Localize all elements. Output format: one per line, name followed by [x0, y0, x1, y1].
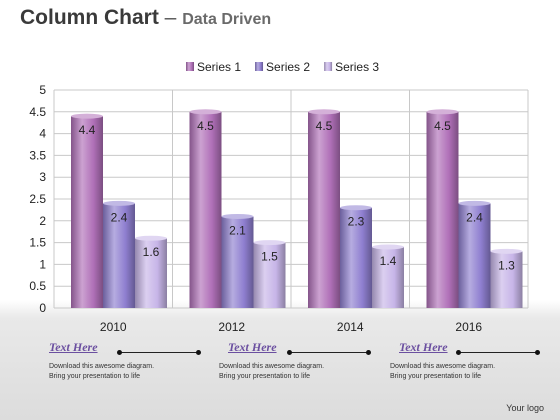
- data-label: 4.5: [434, 119, 451, 133]
- title-main: Column Chart: [20, 6, 159, 29]
- bar-2010-series-3: [135, 238, 167, 308]
- x-tick-label: 2010: [100, 320, 127, 334]
- bar-top-cap: [221, 213, 254, 219]
- bar-2014-series-1: [308, 111, 340, 308]
- bar-2016-series-2: [458, 203, 491, 308]
- bar-top-cap: [253, 240, 286, 246]
- data-label: 1.5: [261, 250, 278, 264]
- y-tick-label: 4.5: [29, 105, 46, 119]
- caption-3-line2: Bring your presentation to life: [390, 373, 482, 380]
- bar-top-cap: [103, 200, 135, 206]
- x-tick-label: 2014: [337, 320, 364, 334]
- data-label: 1.4: [380, 254, 397, 268]
- bar-top-cap: [189, 109, 222, 115]
- y-tick-label: 1.5: [29, 236, 46, 250]
- y-tick-label: 3: [39, 170, 46, 184]
- y-axis-ticks: 0 0.5 1 1.5 2 2.5 3 3.5 4 4.5 5: [29, 83, 46, 315]
- page-title: Column Chart – Data Driven: [20, 6, 271, 30]
- caption-2-line2: Bring your presentation to life: [219, 373, 311, 380]
- chart-bars: [71, 109, 523, 308]
- data-label: 1.6: [143, 245, 160, 259]
- column-chart: 0 0.5 1 1.5 2 2.5 3 3.5 4 4.5 5 4.4 2.4 1.6 4.5 2.1 1.5…: [29, 60, 529, 334]
- data-label: 4.4: [79, 123, 96, 137]
- legend-label-series-2: Series 2: [266, 60, 310, 74]
- bar-2016-series-1: [426, 111, 459, 308]
- x-tick-label: 2012: [218, 320, 245, 334]
- caption-1: Text Here Download this awesome diagram.…: [49, 340, 209, 382]
- bar-2016-series-3: [490, 251, 523, 308]
- bar-top-cap: [135, 235, 167, 241]
- caption-2-heading[interactable]: Text Here: [228, 340, 277, 354]
- caption-2-connector: [287, 350, 371, 355]
- footer-logo: Your logo: [506, 403, 544, 413]
- bar-2012-series-2: [221, 216, 254, 308]
- caption-3-heading[interactable]: Text Here: [399, 340, 448, 354]
- x-tick-label: 2016: [455, 320, 482, 334]
- data-label: 2.4: [466, 210, 483, 224]
- title-subtitle: Data Driven: [182, 11, 272, 28]
- bar-top-cap: [490, 248, 523, 254]
- data-label: 2.1: [229, 223, 246, 237]
- bar-top-cap: [71, 113, 103, 119]
- caption-1-line1: Download this awesome diagram.: [49, 363, 155, 370]
- data-labels: 4.4 2.4 1.6 4.5 2.1 1.5 4.5 2.3 1.4 4.5 2.4 1.3: [79, 119, 516, 273]
- y-tick-label: 5: [39, 83, 46, 97]
- legend-swatch-series-1: [186, 62, 194, 71]
- caption-3-connector: [456, 350, 540, 355]
- bar-top-cap: [308, 109, 340, 115]
- data-label: 4.5: [197, 119, 214, 133]
- y-tick-label: 2: [39, 214, 46, 228]
- bar-2014-series-2: [340, 207, 372, 308]
- y-tick-label: 1: [39, 257, 46, 271]
- bar-top-cap: [340, 205, 372, 211]
- chart-legend: Series 1 Series 2 Series 3: [186, 60, 379, 74]
- data-label: 2.3: [348, 215, 365, 229]
- caption-3: Text Here Download this awesome diagram.…: [390, 340, 550, 382]
- legend-label-series-3: Series 3: [335, 60, 379, 74]
- bar-2012-series-3: [253, 242, 286, 308]
- bar-top-cap: [372, 244, 404, 250]
- title-dash: –: [164, 6, 177, 29]
- data-label: 4.5: [316, 119, 333, 133]
- y-tick-label: 3.5: [29, 148, 46, 162]
- caption-3-line1: Download this awesome diagram.: [390, 363, 496, 370]
- y-tick-label: 0: [39, 301, 46, 315]
- caption-1-connector: [117, 350, 201, 355]
- bar-2010-series-1: [71, 116, 103, 308]
- caption-2-line1: Download this awesome diagram.: [219, 363, 325, 370]
- caption-2: Text Here Download this awesome diagram.…: [219, 340, 379, 382]
- y-tick-label: 4: [39, 127, 46, 141]
- legend-label-series-1: Series 1: [197, 60, 241, 74]
- data-label: 1.3: [498, 258, 515, 272]
- y-tick-label: 2.5: [29, 192, 46, 206]
- caption-1-line2: Bring your presentation to life: [49, 373, 141, 380]
- caption-1-heading[interactable]: Text Here: [49, 340, 98, 354]
- bar-2014-series-3: [372, 246, 404, 308]
- legend-swatch-series-3: [324, 62, 333, 71]
- x-axis-ticks: 2010 2012 2014 2016: [100, 320, 483, 334]
- legend-swatch-series-2: [255, 62, 264, 71]
- bar-top-cap: [426, 109, 459, 115]
- y-tick-label: 0.5: [29, 279, 46, 293]
- bar-2010-series-2: [103, 203, 135, 308]
- bar-2012-series-1: [189, 111, 222, 308]
- data-label: 2.4: [111, 210, 128, 224]
- bar-top-cap: [458, 200, 491, 206]
